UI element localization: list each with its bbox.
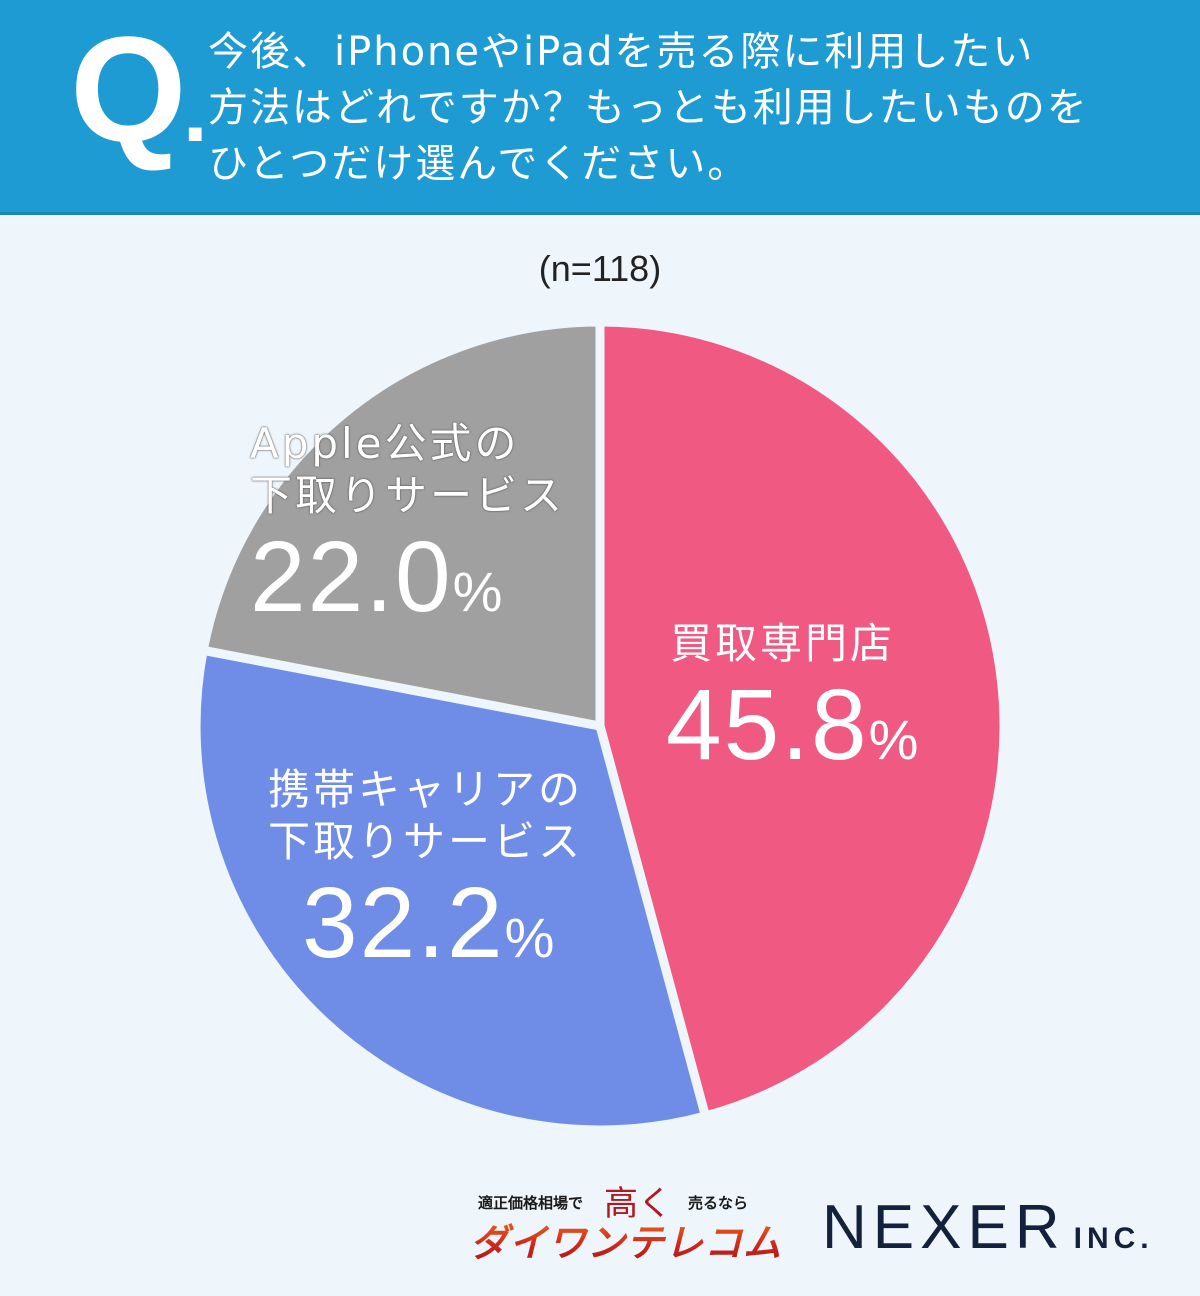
slice-unit: % — [868, 708, 921, 771]
sponsor-logo-daiwan-telecom: 適正価格相場で 高く 売るなら ダイワンテレコム — [470, 1182, 781, 1265]
sponsor-brand-name: ダイワンテレコム — [470, 1212, 782, 1267]
slice-label-kaitori: 買取専門店 45.8% — [666, 618, 920, 795]
question-line-2: 方法はどれですか？もっとも利用したいものを — [208, 85, 1089, 131]
question-text: 今後、iPhoneやiPadを売る際に利用したい 方法はどれですか？もっとも利用… — [208, 24, 1168, 192]
slice-category: 買取専門店 — [670, 619, 896, 668]
question-header: Q. 今後、iPhoneやiPadを売る際に利用したい 方法はどれですか？もっと… — [0, 0, 1200, 215]
pie-slice-apple — [198, 317, 605, 731]
sponsor-highlight: 高く — [604, 1184, 672, 1224]
sponsor-tagline-right: 売るなら — [688, 1194, 749, 1212]
nexer-logo: NEXER INC. — [822, 1192, 1154, 1263]
company-name: NEXER — [822, 1193, 1066, 1262]
slice-unit: % — [504, 906, 557, 969]
q-mark: Q. — [70, 14, 208, 186]
q-dot: . — [182, 61, 208, 161]
question-line-1: 今後、iPhoneやiPadを売る際に利用したい — [208, 29, 1035, 75]
question-line-3: ひとつだけ選んでください。 — [208, 141, 750, 187]
sponsor-tagline-left: 適正価格相場で — [478, 1194, 584, 1212]
slice-percentage: 32.2% — [302, 868, 583, 993]
slice-label-carrier: 携帯キャリアの 下取りサービス 32.2% — [268, 764, 583, 993]
slice-percentage: 22.0% — [250, 522, 565, 647]
pie-slice-carrier — [191, 645, 710, 1135]
pie-slice-kaitori — [595, 317, 1009, 1121]
slice-label-apple: Apple公式の 下取りサービス 22.0% — [250, 418, 565, 647]
sample-size-label: (n=118) — [538, 248, 662, 289]
slice-unit: % — [452, 560, 505, 623]
slice-value: 32.2 — [302, 867, 505, 979]
slice-category-line-1: Apple公式の — [250, 419, 520, 468]
slice-category-line-1: 携帯キャリアの — [268, 765, 584, 814]
slice-value: 22.0 — [250, 521, 453, 633]
slice-percentage: 45.8% — [666, 670, 920, 795]
pie-slices — [191, 317, 1009, 1135]
slice-value: 45.8 — [666, 669, 869, 781]
q-letter: Q — [70, 5, 187, 173]
slice-category-line-2: 下取りサービス — [268, 817, 584, 866]
company-suffix: INC. — [1073, 1222, 1154, 1255]
slice-category-line-2: 下取りサービス — [250, 471, 566, 520]
